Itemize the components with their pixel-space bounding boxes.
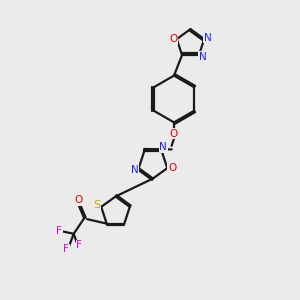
- Text: F: F: [76, 240, 82, 250]
- Text: O: O: [75, 195, 83, 205]
- Text: N: N: [131, 165, 138, 175]
- Text: F: F: [56, 226, 62, 236]
- Text: S: S: [93, 200, 100, 210]
- Text: F: F: [63, 244, 69, 254]
- Text: O: O: [170, 129, 178, 139]
- Text: N: N: [204, 33, 212, 43]
- Text: N: N: [159, 142, 167, 152]
- Text: N: N: [199, 52, 206, 61]
- Text: O: O: [168, 163, 176, 173]
- Text: O: O: [169, 34, 177, 44]
